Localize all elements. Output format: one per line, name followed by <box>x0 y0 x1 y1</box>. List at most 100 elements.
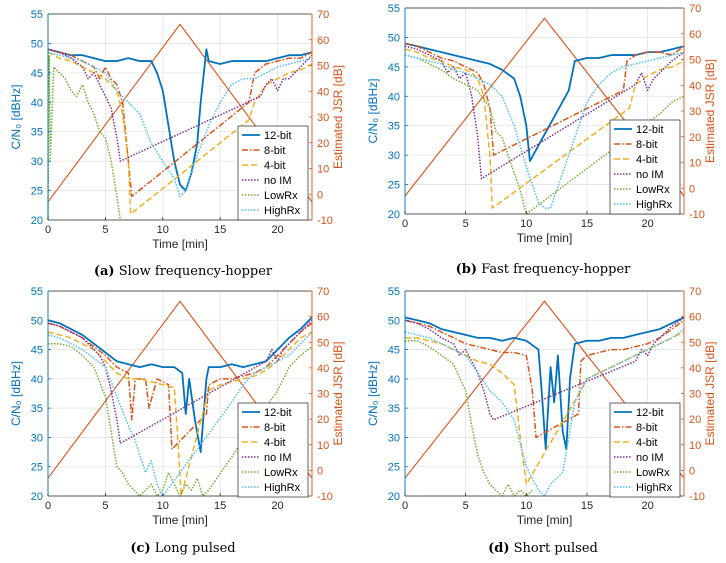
legend-label: 4-bit <box>264 160 285 172</box>
legend-label: LowRx <box>264 190 298 202</box>
series-line-4-bit-d <box>405 331 685 486</box>
x-tick-label: 10 <box>157 224 169 236</box>
legend-b: 12-bit 8-bit 4-bit no IM LowRx HighRx <box>609 119 681 215</box>
y-tick-label-right: 0 <box>689 465 695 477</box>
x-tick-label: 0 <box>402 218 408 230</box>
y-tick-label-right: 70 <box>317 286 329 298</box>
legend-label: 12-bit <box>636 124 664 136</box>
x-tick-label: 5 <box>102 500 108 512</box>
y-tick-label-right: 20 <box>689 132 701 144</box>
x-axis-label: Time [min] <box>517 231 573 245</box>
legend-label: 12-bit <box>636 407 664 419</box>
y-tick-label-left: 30 <box>388 150 400 162</box>
y-tick-label-left: 50 <box>31 315 43 327</box>
caption-b-text: Fast frequency-hopper <box>481 262 631 277</box>
y-axis-label-left: C/N₀ [dBHz] <box>366 361 380 426</box>
y-tick-label-right: 40 <box>689 363 701 375</box>
x-tick-label: 15 <box>581 500 593 512</box>
series-line-8-bit-a <box>47 48 313 198</box>
legend-label: 4-bit <box>636 154 657 166</box>
legend-label: 8-bit <box>264 422 285 434</box>
legend-box <box>609 119 681 215</box>
caption-b-label: (b) <box>455 262 478 277</box>
y-tick-label-left: 20 <box>388 209 400 221</box>
x-tick-label: 20 <box>641 500 653 512</box>
y-tick-label-right: 60 <box>317 35 329 47</box>
series-line-4-bit-a <box>47 51 313 215</box>
x-tick-label: 5 <box>463 218 469 230</box>
legend-label: 4-bit <box>636 437 657 449</box>
series-line-lowrx-c <box>48 342 313 497</box>
y-tick-label-right: 10 <box>317 164 329 176</box>
x-tick-label: 0 <box>45 224 51 236</box>
legend-box <box>237 125 309 221</box>
x-axis-label: Time [min] <box>152 237 208 251</box>
y-axis-label-right: Estimated JSR [dB] <box>703 59 717 163</box>
y-tick-label-right: 10 <box>689 158 701 170</box>
x-tick-label: 20 <box>641 218 653 230</box>
y-tick-label-right: 30 <box>317 389 329 401</box>
y-tick-label-right: 20 <box>689 414 701 426</box>
caption-c-label: (c) <box>130 541 151 556</box>
series-line-8-bit-d <box>404 319 685 439</box>
series-line-no-im-d <box>404 316 685 421</box>
y-tick-label-left: 50 <box>388 32 400 44</box>
legend-label: no IM <box>264 175 292 187</box>
legend-c: 12-bit 8-bit 4-bit no IM LowRx HighRx <box>237 402 309 498</box>
y-tick-label-right: 0 <box>317 465 323 477</box>
y-tick-label-left: 35 <box>31 403 43 415</box>
y-axis-label-left: C/N₀ [dBHz] <box>9 361 23 426</box>
legend-label: 12-bit <box>264 407 292 419</box>
y-tick-label-right: 50 <box>317 61 329 73</box>
legend-label: LowRx <box>264 467 298 479</box>
y-tick-label-right: 10 <box>689 440 701 452</box>
legend-label: 4-bit <box>264 437 285 449</box>
y-tick-label-left: 40 <box>388 374 400 386</box>
legend-label: no IM <box>264 452 292 464</box>
series-line-4-bit-b <box>404 48 685 209</box>
legend-label: HighRx <box>264 205 301 217</box>
series-line-12-bit-d <box>404 316 685 451</box>
y-tick-label-right: -10 <box>689 491 705 503</box>
series-line-12-bit-c <box>47 316 313 453</box>
legend-d: 12-bit 8-bit 4-bit no IM LowRx HighRx <box>609 402 681 498</box>
y-tick-label-left: 45 <box>388 345 400 357</box>
x-tick-label: 10 <box>520 500 532 512</box>
series-line-no-im-b <box>404 45 685 180</box>
y-tick-label-right: 0 <box>689 183 695 195</box>
legend-label: 12-bit <box>264 130 292 142</box>
y-tick-label-right: 30 <box>689 106 701 118</box>
y-tick-label-left: 55 <box>388 3 400 15</box>
y-axis-label-left: C/N₀ [dBHz] <box>9 85 23 150</box>
series-line-12-bit-a <box>47 48 313 192</box>
caption-c: (c) Long pulsed <box>10 541 356 556</box>
y-tick-label-left: 45 <box>388 62 400 74</box>
y-tick-label-left: 20 <box>31 491 43 503</box>
y-tick-label-right: -10 <box>317 491 333 503</box>
x-tick-label: 5 <box>463 500 469 512</box>
legend-label: LowRx <box>636 467 670 479</box>
y-tick-label-left: 30 <box>31 156 43 168</box>
y-tick-label-left: 40 <box>31 97 43 109</box>
legend-label: no IM <box>636 169 664 181</box>
series-line-lowrx-a <box>47 54 122 221</box>
series-line-lowrx-d <box>405 340 533 497</box>
x-tick-label: 10 <box>520 218 532 230</box>
legend-box <box>609 402 681 498</box>
y-tick-label-right: 40 <box>317 86 329 98</box>
series-line-lowrx-b <box>404 54 685 215</box>
x-tick-label: 15 <box>214 224 226 236</box>
y-tick-label-right: 70 <box>689 3 701 15</box>
y-axis-label-right: Estimated JSR [dB] <box>331 341 345 445</box>
y-tick-label-left: 35 <box>31 127 43 139</box>
y-tick-label-left: 25 <box>31 462 43 474</box>
y-tick-label-right: 60 <box>317 312 329 324</box>
caption-c-text: Long pulsed <box>154 541 236 556</box>
series-line-no-im-c <box>47 319 313 445</box>
x-tick-label: 5 <box>102 224 108 236</box>
legend-label: 8-bit <box>636 139 657 151</box>
y-tick-label-right: 30 <box>317 112 329 124</box>
y-tick-label-right: 70 <box>317 9 329 21</box>
caption-a-label: (a) <box>93 264 115 279</box>
